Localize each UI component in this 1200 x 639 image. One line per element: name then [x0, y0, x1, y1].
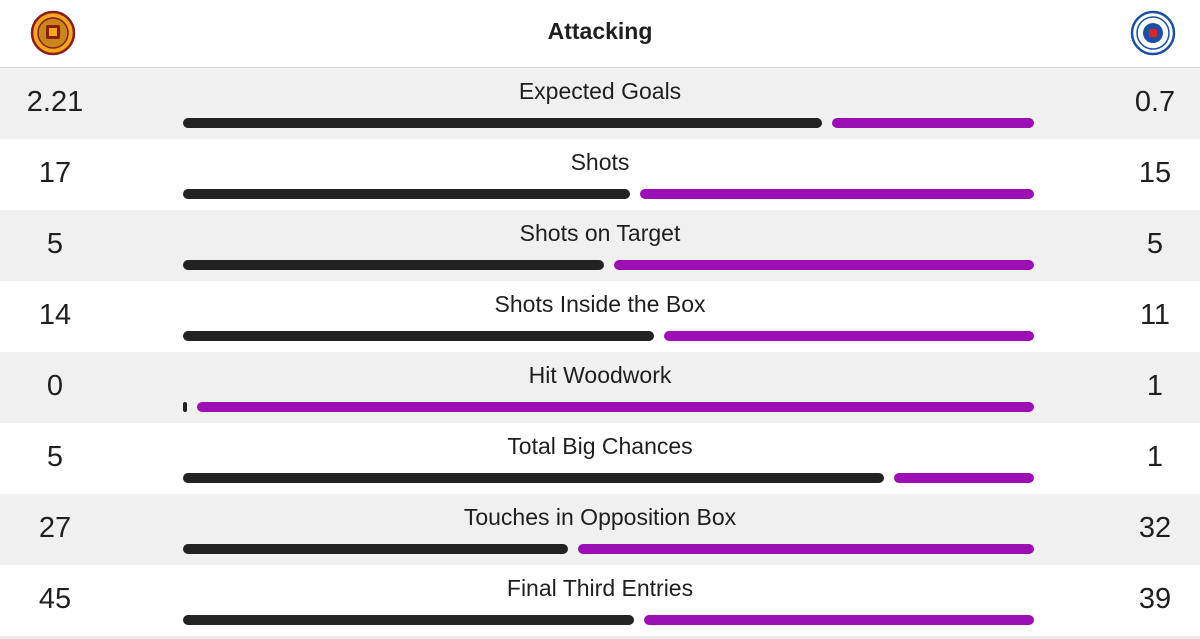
stats-header: Attacking [0, 0, 1200, 68]
home-bar [183, 615, 634, 625]
away-value: 15 [1138, 157, 1172, 189]
home-value: 45 [38, 583, 72, 615]
away-value: 0.7 [1134, 86, 1176, 118]
home-value: 5 [46, 441, 64, 473]
section-title: Attacking [547, 18, 653, 44]
away-bar [643, 615, 1034, 625]
home-bar [183, 402, 187, 412]
stat-label: Hit Woodwork [528, 362, 672, 388]
home-value: 2.21 [26, 86, 84, 118]
away-value: 39 [1138, 583, 1172, 615]
stat-row: 14 Shots Inside the Box 11 [0, 281, 1200, 352]
home-value: 17 [38, 157, 72, 189]
stat-row: 27 Touches in Opposition Box 32 [0, 494, 1200, 565]
stat-row: 45 Final Third Entries 39 [0, 565, 1200, 636]
home-bar [183, 473, 884, 483]
home-bar [183, 544, 568, 554]
away-value: 5 [1146, 228, 1164, 260]
home-value: 27 [38, 512, 72, 544]
away-bar [663, 331, 1034, 341]
stat-label: Total Big Chances [507, 433, 693, 459]
home-value: 5 [46, 228, 64, 260]
stat-row: 2.21 Expected Goals 0.7 [0, 68, 1200, 139]
away-bar [639, 189, 1034, 199]
home-value: 14 [38, 299, 72, 331]
stat-row: 5 Shots on Target 5 [0, 210, 1200, 281]
away-value: 11 [1139, 299, 1171, 331]
stat-row: 17 Shots 15 [0, 139, 1200, 210]
home-bar [183, 260, 604, 270]
away-bar [831, 118, 1034, 128]
stat-label: Expected Goals [518, 78, 682, 104]
home-bar [183, 331, 654, 341]
divider [0, 636, 1200, 639]
home-bar [183, 118, 822, 128]
away-value: 1 [1146, 370, 1164, 402]
away-bar [577, 544, 1034, 554]
away-value: 1 [1146, 441, 1164, 473]
away-bar [613, 260, 1034, 270]
stat-label: Shots Inside the Box [494, 291, 706, 317]
home-bar [183, 189, 630, 199]
stat-row: 0 Hit Woodwork 1 [0, 352, 1200, 423]
stats-list: 2.21 Expected Goals 0.7 17 Shots 15 5 Shots on … [0, 68, 1200, 636]
stat-label: Touches in Opposition Box [463, 504, 737, 530]
stat-label: Final Third Entries [506, 575, 694, 601]
stat-row: 5 Total Big Chances 1 [0, 423, 1200, 494]
motherwell-crest-icon [30, 10, 76, 56]
away-value: 32 [1138, 512, 1172, 544]
stat-label: Shots [570, 149, 630, 175]
rangers-crest-icon [1130, 10, 1176, 56]
stat-label: Shots on Target [519, 220, 681, 246]
home-value: 0 [46, 370, 64, 402]
away-bar [197, 402, 1034, 412]
away-bar [893, 473, 1034, 483]
